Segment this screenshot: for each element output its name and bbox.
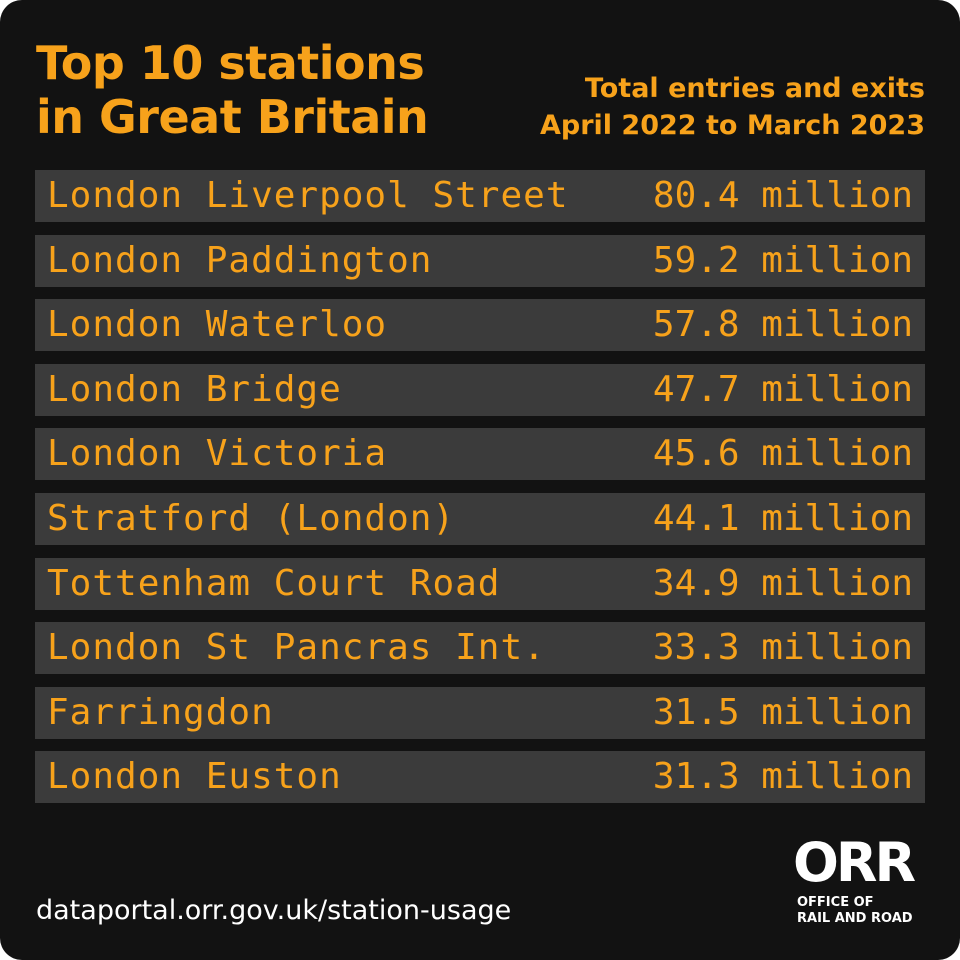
- table-row: Farringdon 31.5 million: [35, 686, 925, 739]
- table-row: London Bridge 47.7 million: [35, 363, 925, 416]
- station-usage: 45.6 million: [652, 433, 913, 475]
- station-usage: 33.3 million: [652, 627, 913, 669]
- station-usage: 44.1 million: [652, 498, 913, 539]
- subtitle-line: April 2022 to March 2023: [539, 110, 925, 141]
- title: Top 10 stations in Great Britain: [36, 36, 429, 144]
- station-name: Stratford (London): [47, 498, 456, 539]
- logo: ORR OFFICE OF RAIL AND ROAD: [793, 832, 928, 932]
- station-name: London Euston: [47, 756, 342, 798]
- title-line: Top 10 stations: [36, 36, 425, 90]
- table-row: Stratford (London) 44.1 million: [35, 493, 925, 545]
- station-usage: 80.4 million: [652, 175, 913, 216]
- station-usage: 59.2 million: [652, 239, 913, 281]
- url: dataportal.orr.gov.uk/station-usage: [36, 895, 512, 926]
- table-row: London Victoria 45.6 million: [35, 428, 925, 481]
- station-name: Farringdon: [47, 691, 274, 733]
- station-name: London Waterloo: [47, 304, 388, 346]
- station-name: London St Pancras Int.: [47, 627, 546, 669]
- station-usage: 34.9 million: [652, 562, 913, 604]
- table-row: Tottenham Court Road 34.9 million: [35, 557, 925, 610]
- station-name: London Liverpool Street: [47, 175, 569, 216]
- logo-line: RAIL AND ROAD: [797, 911, 913, 926]
- subtitle: Total entries and exits April 2022 to Ma…: [540, 70, 925, 144]
- station-usage: 57.8 million: [652, 304, 913, 346]
- station-usage: 47.7 million: [652, 368, 913, 410]
- table-row: London Waterloo 57.8 million: [35, 299, 925, 352]
- station-usage: 31.5 million: [652, 691, 913, 733]
- station-name: London Bridge: [47, 368, 342, 410]
- station-name: London Victoria: [47, 433, 388, 475]
- logo-line: OFFICE OF: [797, 895, 874, 910]
- table-row: London St Pancras Int. 33.3 million: [35, 622, 925, 675]
- table-row: London Euston 31.3 million: [35, 751, 925, 804]
- station-name: Tottenham Court Road: [47, 562, 501, 604]
- title-line: in Great Britain: [36, 90, 429, 144]
- station-usage: 31.3 million: [652, 756, 913, 798]
- station-name: London Paddington: [47, 239, 433, 281]
- subtitle-line: Total entries and exits: [584, 73, 925, 104]
- logo-text: ORR: [793, 831, 916, 894]
- table-row: London Paddington 59.2 million: [35, 234, 925, 287]
- logo-caption: OFFICE OF RAIL AND ROAD: [797, 895, 913, 927]
- table-row: London Liverpool Street 80.4 million: [35, 170, 925, 222]
